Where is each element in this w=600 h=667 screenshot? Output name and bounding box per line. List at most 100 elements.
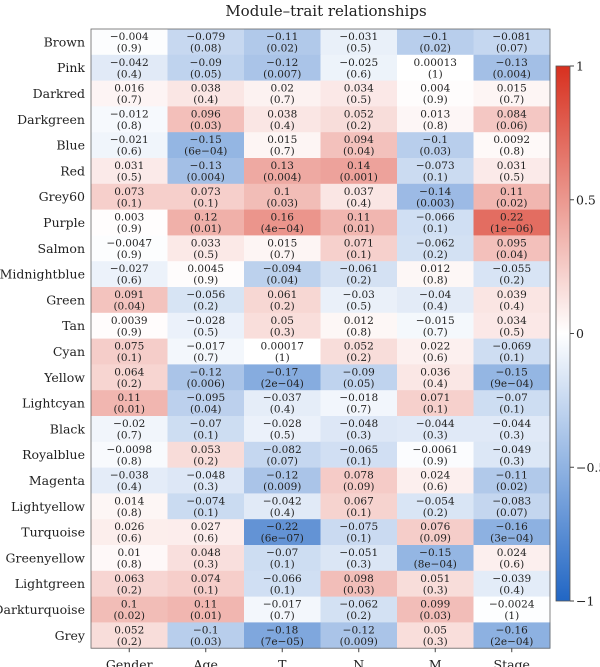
cell-pvalue-label: (0.5) xyxy=(346,94,371,106)
cell-pvalue-label: (0.2) xyxy=(117,636,142,648)
cell-correlation-label: 0.022 xyxy=(420,341,450,353)
row-labels: Brown Pink Darkred Darkgreen Blue Red Grey60 Pu… xyxy=(0,34,86,642)
row-label-magenta: Magenta xyxy=(29,473,86,488)
heatmap-cell xyxy=(91,545,168,572)
heatmap-cell xyxy=(91,467,168,494)
heatmap-cell xyxy=(167,545,245,572)
cell-correlation-label: −0.025 xyxy=(339,57,378,69)
heatmap-cell xyxy=(91,596,168,623)
heatmap-cell xyxy=(244,235,321,262)
heatmap-cell xyxy=(397,467,474,494)
heatmap-cell xyxy=(320,545,398,572)
heatmap-cell xyxy=(244,183,321,211)
colorbar-tick-label: 1 xyxy=(576,59,584,74)
cell-pvalue-label: (6e−07) xyxy=(261,533,304,545)
cell-pvalue-label: (0.5) xyxy=(346,43,371,55)
cell-pvalue-label: (0.4) xyxy=(270,404,295,416)
cell-correlation-label: −0.12 xyxy=(266,57,298,69)
cell-correlation-label: −0.14 xyxy=(419,186,451,198)
cell-pvalue-label: (6e−04) xyxy=(184,146,227,158)
cell-pvalue-label: (0.7) xyxy=(117,94,142,106)
cell-correlation-label: 0.094 xyxy=(344,134,374,146)
heatmap-cell xyxy=(244,416,321,443)
heatmap-cell xyxy=(320,106,398,133)
cell-correlation-label: 0.00017 xyxy=(261,341,304,353)
heatmap-cell xyxy=(91,54,168,82)
column-label-t: T xyxy=(278,657,287,667)
heatmap-cell xyxy=(320,416,398,443)
cell-pvalue-label: (0.04) xyxy=(190,404,222,416)
cell-correlation-label: −0.028 xyxy=(263,418,302,430)
cell-pvalue-label: (1e−06) xyxy=(490,223,533,235)
heatmap-cell xyxy=(473,338,551,365)
cell-correlation-label: −0.066 xyxy=(263,573,302,585)
heatmap-cell xyxy=(320,570,398,598)
row-label-darkred: Darkred xyxy=(33,86,85,101)
cell-correlation-label: 0.099 xyxy=(420,599,450,611)
cell-pvalue-label: (0.004) xyxy=(187,172,225,184)
heatmap-cell xyxy=(397,596,474,623)
cell-correlation-label: 0.095 xyxy=(497,237,527,249)
cell-correlation-label: 0.015 xyxy=(497,83,527,95)
heatmap-cell xyxy=(167,364,245,391)
row-label-darkgreen: Darkgreen xyxy=(17,112,85,127)
cell-pvalue-label: (0.9) xyxy=(193,275,218,287)
cell-correlation-label: 0.036 xyxy=(420,366,450,378)
column-label-gender: Gender xyxy=(106,657,153,667)
cell-correlation-label: 0.016 xyxy=(114,83,144,95)
cell-pvalue-label: (0.3) xyxy=(193,481,218,493)
cell-pvalue-label: (0.3) xyxy=(499,430,524,442)
heatmap-cell xyxy=(91,570,168,598)
cell-pvalue-label: (0.6) xyxy=(193,533,218,545)
column-label-stage: Stage xyxy=(494,657,530,667)
cell-pvalue-label: (0.2) xyxy=(193,455,218,467)
cell-pvalue-label: (0.9) xyxy=(117,43,142,55)
cell-correlation-label: 0.012 xyxy=(420,263,450,275)
cell-pvalue-label: (0.2) xyxy=(423,507,448,519)
heatmap-cell xyxy=(320,493,398,520)
cell-pvalue-label: (0.007) xyxy=(263,68,301,80)
row-label-brown: Brown xyxy=(44,34,85,49)
cell-correlation-label: −0.039 xyxy=(492,573,531,585)
heatmap-cell xyxy=(244,80,321,107)
cell-pvalue-label: (0.04) xyxy=(343,146,375,158)
cell-correlation-label: −0.0047 xyxy=(106,237,152,249)
heatmap-cell xyxy=(320,132,398,159)
row-label-midnightblue: Midnightblue xyxy=(0,267,85,282)
cell-correlation-label: 0.073 xyxy=(114,186,144,198)
cell-correlation-label: 0.037 xyxy=(344,186,374,198)
cell-pvalue-label: (0.9) xyxy=(117,249,142,261)
heatmap-cell xyxy=(91,441,168,469)
heatmap-cell xyxy=(397,364,474,391)
cell-correlation-label: −0.054 xyxy=(416,495,455,507)
heatmap-cell xyxy=(473,467,551,494)
cell-correlation-label: 0.01 xyxy=(118,547,141,559)
row-label-tan: Tan xyxy=(62,318,85,333)
heatmap-cell xyxy=(91,106,168,133)
cell-correlation-label: 0.11 xyxy=(347,212,370,224)
colorbar-tick-label: 0 xyxy=(576,326,584,341)
cell-labels: −0.004(0.9)−0.079(0.08)−0.11(0.02)−0.031… xyxy=(106,31,534,648)
cell-pvalue-label: (0.7) xyxy=(270,249,295,261)
cell-correlation-label: 0.11 xyxy=(194,599,217,611)
heatmap-cell xyxy=(91,338,168,365)
heatmap-cell xyxy=(167,80,245,107)
cell-correlation-label: 0.014 xyxy=(114,495,144,507)
column-label-m: M xyxy=(429,657,442,667)
heatmap-cell xyxy=(397,287,474,314)
heatmap-cell xyxy=(91,519,168,546)
cell-pvalue-label: (0.1) xyxy=(499,404,524,416)
heatmap-cell xyxy=(397,209,474,236)
cell-pvalue-label: (0.3) xyxy=(270,326,295,338)
heatmap-cell xyxy=(397,545,474,572)
cell-correlation-label: −0.07 xyxy=(266,547,298,559)
cell-correlation-label: −0.062 xyxy=(339,599,378,611)
cell-pvalue-label: (0.6) xyxy=(117,533,142,545)
heatmap-cell xyxy=(320,209,398,236)
cell-pvalue-label: (1) xyxy=(275,352,290,364)
heatmap-cell xyxy=(397,106,474,133)
heatmap-cell xyxy=(244,467,321,494)
colorbar-tick-label: −0.5 xyxy=(576,460,600,475)
row-label-grey: Grey xyxy=(55,628,86,643)
colorbar: 1 0.5 0 −0.5 −1 xyxy=(555,59,600,609)
